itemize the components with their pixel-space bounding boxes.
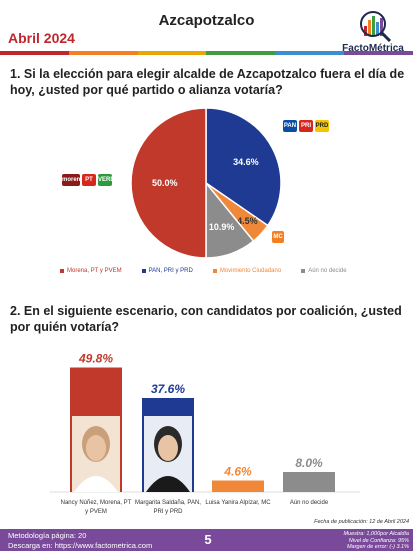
candidate-photo-icon (144, 416, 192, 492)
color-strip (0, 51, 413, 55)
bar (212, 480, 264, 492)
bar-data-label: 37.6% (151, 382, 185, 396)
bar-chart: 49.8% Nancy Núñez, Morena, PT y PVEM 37.6% M… (50, 352, 360, 515)
prd-logo: PRD (315, 120, 329, 132)
question-2: 2. En el siguiente escenario, con candid… (10, 304, 402, 334)
legend-swatch (212, 269, 217, 273)
pie-data-label: 4.5% (237, 216, 258, 226)
bar-chart-logo-icon (360, 11, 392, 43)
bar-data-label: 8.0% (295, 456, 323, 470)
report-date: Abril 2024 (8, 30, 75, 46)
confidence-level: Nivel de Confianza: 95% (348, 538, 409, 544)
verde-logo: VERDE (98, 174, 119, 186)
question-1: 1. Si la elección para elegir alcalde de… (10, 67, 405, 97)
bar-data-label: 49.8% (78, 352, 113, 366)
page-title: Azcapotzalco (158, 12, 255, 29)
strip-segment (0, 51, 69, 55)
bar-category-label: y PVEM (85, 509, 107, 515)
strip-segment (206, 51, 276, 55)
download-link[interactable]: Descarga en: https://www.factometrica.co… (8, 541, 153, 550)
methodology-note: Metodología página: 20 (8, 531, 87, 540)
pie-chart: 34.6% 4.5%10.9% 50.0% (130, 107, 282, 259)
logo-pan-pri-prd: PAN PRI PRD (283, 120, 329, 132)
pie-data-label: 10.9% (209, 222, 235, 232)
pie-data-label: 50.0% (152, 178, 178, 188)
bar-category-label: Luisa Yanira Alpízar, MC (205, 500, 271, 506)
pie-slice (130, 107, 207, 259)
logo-mc: MC (272, 231, 284, 243)
pan-logo: PAN (283, 120, 297, 132)
strip-segment (137, 51, 207, 55)
bar-category-label: Nancy Núñez, Morena, PT (61, 500, 132, 506)
pie-slice (205, 107, 282, 227)
strip-segment (344, 51, 413, 55)
legend-swatch (301, 269, 306, 273)
bar (283, 472, 335, 492)
bar-category-label: Margarita Saldaña, PAN, (135, 500, 201, 506)
mc-logo: MC (272, 231, 284, 243)
legend-swatch (141, 269, 146, 273)
legend-item: PAN, PRI y PRD (141, 268, 193, 274)
legend-swatch (60, 269, 64, 273)
legend-label: Movimiento Ciudadano (219, 268, 282, 274)
pt-logo: PT (82, 174, 96, 186)
legend-label: Morena, PT y PVEM (67, 268, 122, 274)
pri-logo: PRI (299, 120, 313, 132)
legend-item: Movimiento Ciudadano (212, 268, 282, 274)
brand-logo: FactoMétrica (337, 4, 409, 54)
strip-segment (275, 51, 345, 55)
bar-category-label: Aún no decide (290, 500, 329, 506)
strip-segment (68, 51, 138, 55)
pie-legend: Morena, PT y PVEM PAN, PRI y PRD Movimient… (60, 268, 347, 274)
sample-size: Muestra: 1,000por Alcaldía (343, 531, 409, 537)
bar-category-label: PRI y PRD (153, 509, 183, 515)
logo-morena-pt-verde: morena PT VERDE (62, 174, 119, 186)
legend-item: Morena, PT y PVEM (60, 268, 122, 274)
publication-date: Fecha de publicación: 12 de Abril 2024 (314, 519, 409, 525)
legend-item: Aún no decide (301, 268, 347, 274)
margin-of-error: Margen de error: (-) 3.1% (346, 544, 409, 550)
candidate-photo-icon (72, 416, 120, 492)
legend-label: PAN, PRI y PRD (148, 268, 193, 274)
bar-data-label: 4.6% (223, 465, 252, 479)
legend-label: Aún no decide (308, 268, 347, 274)
header: Azcapotzalco Abril 2024 FactoMétrica (0, 0, 413, 58)
page-number: 5 (204, 532, 212, 547)
pie-data-label: 34.6% (233, 157, 259, 167)
morena-logo: morena (62, 174, 84, 186)
footer: Metodología página: 20 Descarga en: http… (0, 529, 413, 551)
brand-name: FactoMétrica (342, 43, 404, 54)
